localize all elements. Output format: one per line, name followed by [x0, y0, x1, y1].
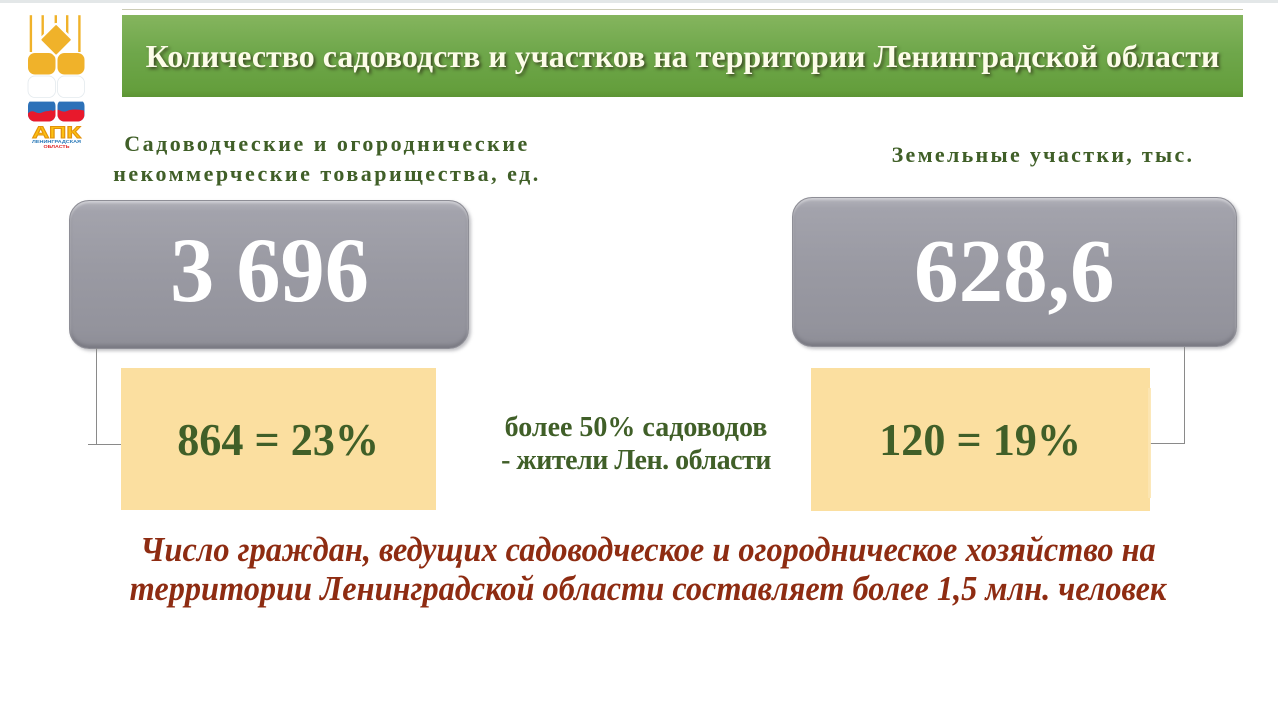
svg-text:АПК: АПК	[32, 123, 82, 142]
svg-text:ЛЕНИНГРАДСКАЯ: ЛЕНИНГРАДСКАЯ	[32, 139, 81, 144]
svg-text:ОБЛАСТЬ: ОБЛАСТЬ	[44, 144, 70, 148]
